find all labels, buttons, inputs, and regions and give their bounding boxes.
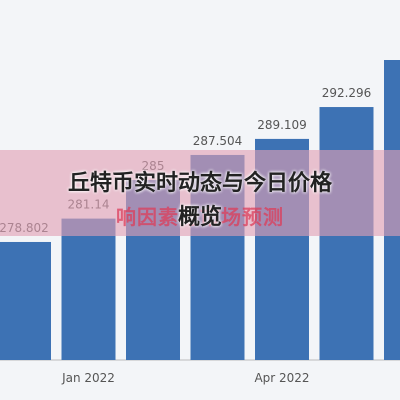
value-label: 287.504 (193, 134, 243, 148)
banner (0, 150, 400, 236)
value-label: 289.109 (257, 118, 307, 132)
title: 丘特币实时动态与今日价格概览 (67, 171, 332, 230)
x-tick-label: Apr 2022 (254, 371, 309, 385)
value-label: 292.296 (322, 86, 372, 100)
bar (61, 218, 116, 360)
subtitle: 响因素与市场预测 (116, 205, 284, 229)
x-tick-label: Jan 2022 (61, 371, 115, 385)
bar (0, 241, 51, 360)
